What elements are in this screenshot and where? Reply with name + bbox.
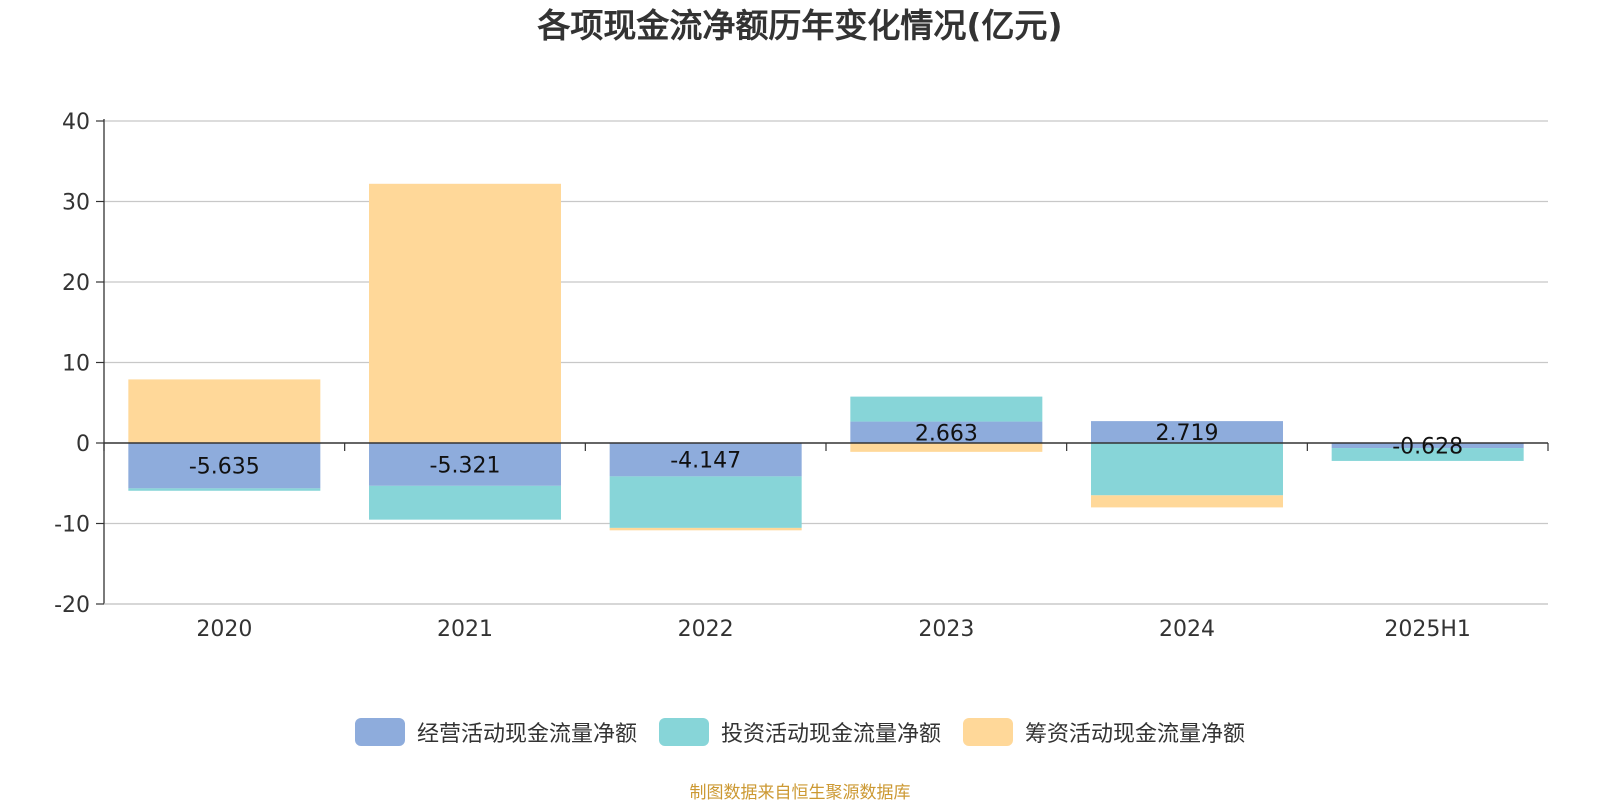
x-tick-label-2023: 2023 <box>918 617 974 642</box>
bar-1-2022 <box>609 476 802 528</box>
bar-0-2024 <box>1091 421 1283 443</box>
data-label-2022: -4.147 <box>670 449 741 474</box>
legend-item-investing[interactable]: 投资活动现金流量净额 <box>658 716 941 748</box>
bar-0-2021 <box>369 443 561 486</box>
legend: 经营活动现金流量净额 投资活动现金流量净额 筹资活动现金流量净额 <box>0 716 1600 748</box>
grid-lines <box>104 120 1548 605</box>
bar-0-2023 <box>850 421 1043 443</box>
bar-2-2022 <box>609 527 802 531</box>
legend-swatch-investing <box>658 718 709 746</box>
data-label-2025H1: -0.628 <box>1392 435 1463 460</box>
bar-1-2025H1 <box>1331 448 1524 461</box>
axes: 40 30 20 10 0 -10 -20 <box>54 110 1549 618</box>
bar-1-2023 <box>850 396 1043 422</box>
source-note: 制图数据来自恒生聚源数据库 <box>689 783 911 803</box>
data-label-2023: 2.663 <box>915 421 978 446</box>
legend-swatch-operating <box>354 718 405 746</box>
bar-2-2021 <box>369 183 561 444</box>
legend-item-operating[interactable]: 经营活动现金流量净额 <box>354 716 637 748</box>
bar-2-2023 <box>850 443 1043 452</box>
data-label-2024: 2.719 <box>1156 421 1219 446</box>
legend-label-operating: 经营活动现金流量净额 <box>416 722 637 747</box>
chart-plot: 40 30 20 10 0 -10 -20 2020 2021 2022 2023 2024 2025… <box>54 110 1549 642</box>
bar-2-2024 <box>1091 495 1283 508</box>
bar-2-2020 <box>128 379 321 443</box>
y-tick-label-6: -20 <box>54 593 90 618</box>
bar-0-2022 <box>609 443 802 477</box>
y-tick-label-3: 10 <box>62 352 90 377</box>
bar-1-2021 <box>369 485 561 520</box>
y-tick-label-5: -10 <box>54 513 90 538</box>
bar-1-2024 <box>1091 443 1283 496</box>
y-tick-label-0: 40 <box>62 110 90 135</box>
data-label-2021: -5.321 <box>430 453 501 478</box>
legend-label-financing: 筹资活动现金流量净额 <box>1025 722 1246 747</box>
x-tick-label-2022: 2022 <box>678 617 734 642</box>
legend-item-financing[interactable]: 筹资活动现金流量净额 <box>963 716 1245 748</box>
bar-0-2020 <box>128 443 321 489</box>
x-tick-label-2021: 2021 <box>437 617 493 642</box>
bar-0-2025H1 <box>1331 443 1524 449</box>
y-tick-label-2: 20 <box>62 271 90 296</box>
data-labels: 2020 2021 2022 2023 2024 2025H1 -5.635 -5.321 -4… <box>189 421 1471 642</box>
bar-layer <box>128 183 1524 531</box>
legend-swatch-financing <box>963 718 1013 746</box>
bar-1-2020 <box>128 488 321 491</box>
chart-title: 各项现金流净额历年变化情况(亿元) <box>537 6 1063 45</box>
x-tick-label-2020: 2020 <box>196 617 252 642</box>
x-tick-label-2024: 2024 <box>1159 617 1215 642</box>
y-tick-label-4: 0 <box>76 432 90 457</box>
x-tick-label-2025H1: 2025H1 <box>1384 617 1471 642</box>
data-label-2020: -5.635 <box>189 455 260 480</box>
y-tick-label-1: 30 <box>62 191 90 216</box>
legend-label-investing: 投资活动现金流量净额 <box>720 722 941 747</box>
